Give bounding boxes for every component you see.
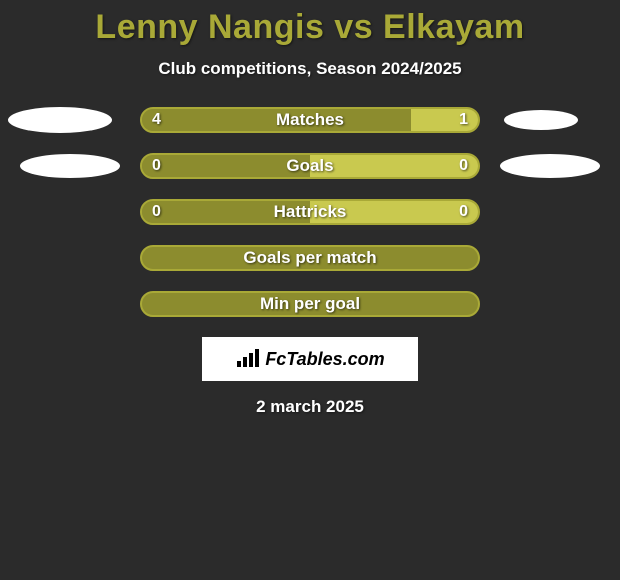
stat-value-right: 1: [459, 107, 468, 133]
stat-row: Hattricks0 0: [0, 199, 620, 225]
date-text: 2 march 2025: [0, 397, 620, 417]
stat-label: Matches: [142, 107, 478, 133]
page-title: Lenny Nangis vs Elkayam: [0, 0, 620, 47]
stat-value-right: 0: [459, 153, 468, 179]
stat-label: Hattricks: [142, 199, 478, 225]
stat-value-left: 0: [152, 153, 161, 179]
stat-bar: Goals0 0: [140, 153, 480, 179]
comparison-infographic: Lenny Nangis vs Elkayam Club competition…: [0, 0, 620, 580]
stat-bar: Matches4 1: [140, 107, 480, 133]
brand-chart-icon: [235, 349, 261, 369]
ellipse-left: [8, 107, 112, 133]
stat-bar: Hattricks0 0: [140, 199, 480, 225]
ellipse-right: [500, 154, 600, 178]
brand-text: FcTables.com: [265, 349, 384, 370]
stat-row: Goals0 0: [0, 153, 620, 179]
stat-value-left: 4: [152, 107, 161, 133]
stat-row: Matches4 1: [0, 107, 620, 133]
stat-value-left: 0: [152, 199, 161, 225]
stat-row: Min per goal: [0, 291, 620, 317]
ellipse-right: [504, 110, 578, 130]
ellipse-left: [20, 154, 120, 178]
stat-label: Min per goal: [142, 291, 478, 317]
stat-row: Goals per match: [0, 245, 620, 271]
stat-label: Goals per match: [142, 245, 478, 271]
stat-label: Goals: [142, 153, 478, 179]
stats-rows: Matches41Goals00Hattricks00Goals per mat…: [0, 107, 620, 317]
stat-bar: Min per goal: [140, 291, 480, 317]
stat-value-right: 0: [459, 199, 468, 225]
subtitle: Club competitions, Season 2024/2025: [0, 59, 620, 79]
brand-badge: FcTables.com: [202, 337, 418, 381]
stat-bar: Goals per match: [140, 245, 480, 271]
